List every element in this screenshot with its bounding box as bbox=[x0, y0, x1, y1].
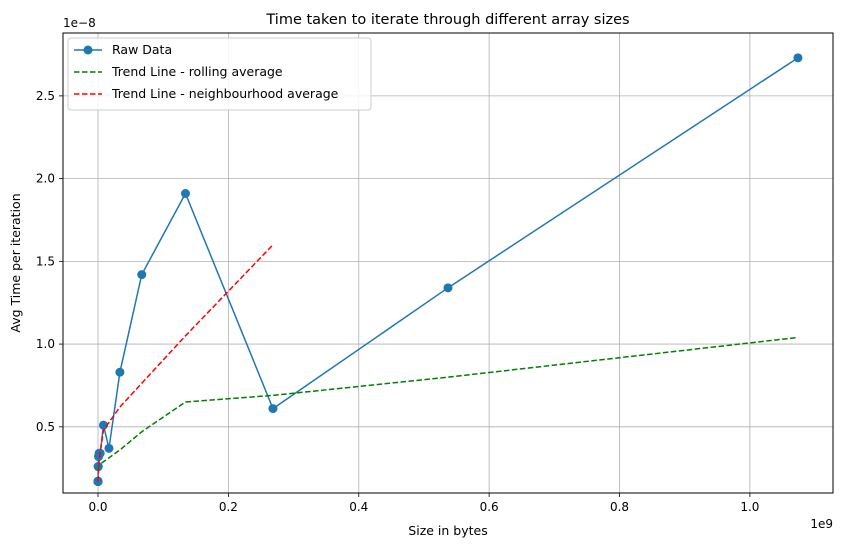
y-offset-label: 1e−8 bbox=[63, 16, 96, 30]
y-tick-label: 0.5 bbox=[36, 420, 55, 434]
x-offset-label: 1e9 bbox=[810, 517, 833, 531]
series-line-1 bbox=[97, 336, 799, 470]
data-point bbox=[180, 189, 190, 198]
data-point bbox=[115, 367, 125, 377]
y-tick-label: 1.5 bbox=[36, 254, 55, 268]
chart-title: Time taken to iterate through different … bbox=[265, 12, 629, 28]
legend-marker-raw-data bbox=[83, 45, 93, 55]
data-point bbox=[793, 53, 803, 63]
x-tick-label: 0.0 bbox=[88, 500, 107, 514]
y-tick-label: 2.5 bbox=[36, 89, 55, 103]
legend: Raw Data Trend Line - rolling average Tr… bbox=[67, 37, 372, 111]
x-tick-label: 0.2 bbox=[219, 500, 238, 514]
data-point bbox=[268, 404, 278, 414]
data-point bbox=[104, 443, 114, 453]
data-point bbox=[443, 283, 453, 293]
series-line-2 bbox=[97, 244, 274, 482]
legend-label-rolling-average: Trend Line - rolling average bbox=[111, 64, 283, 79]
legend-label-raw-data: Raw Data bbox=[112, 42, 172, 57]
legend-box bbox=[67, 37, 372, 111]
series-layer bbox=[93, 53, 803, 486]
data-point bbox=[137, 270, 147, 280]
x-tick-label: 1.0 bbox=[740, 500, 759, 514]
x-tick-label: 0.6 bbox=[480, 500, 499, 514]
plot-frame bbox=[62, 32, 834, 494]
y-tick-label: 1.0 bbox=[36, 337, 55, 351]
x-axis-label: Size in bytes bbox=[408, 523, 487, 538]
y-tick-label: 2.0 bbox=[36, 172, 55, 186]
x-tick-label: 0.4 bbox=[349, 500, 368, 514]
data-point bbox=[98, 420, 108, 430]
ticks: 0.0 0.2 0.4 0.6 0.8 1.0 0.5 1.0 1.5 2.0 2.5 bbox=[36, 89, 760, 514]
x-tick-label: 0.8 bbox=[610, 500, 629, 514]
legend-label-neighbourhood-average: Trend Line - neighbourhood average bbox=[111, 86, 339, 101]
y-axis-label: Avg Time per iteration bbox=[8, 193, 23, 332]
